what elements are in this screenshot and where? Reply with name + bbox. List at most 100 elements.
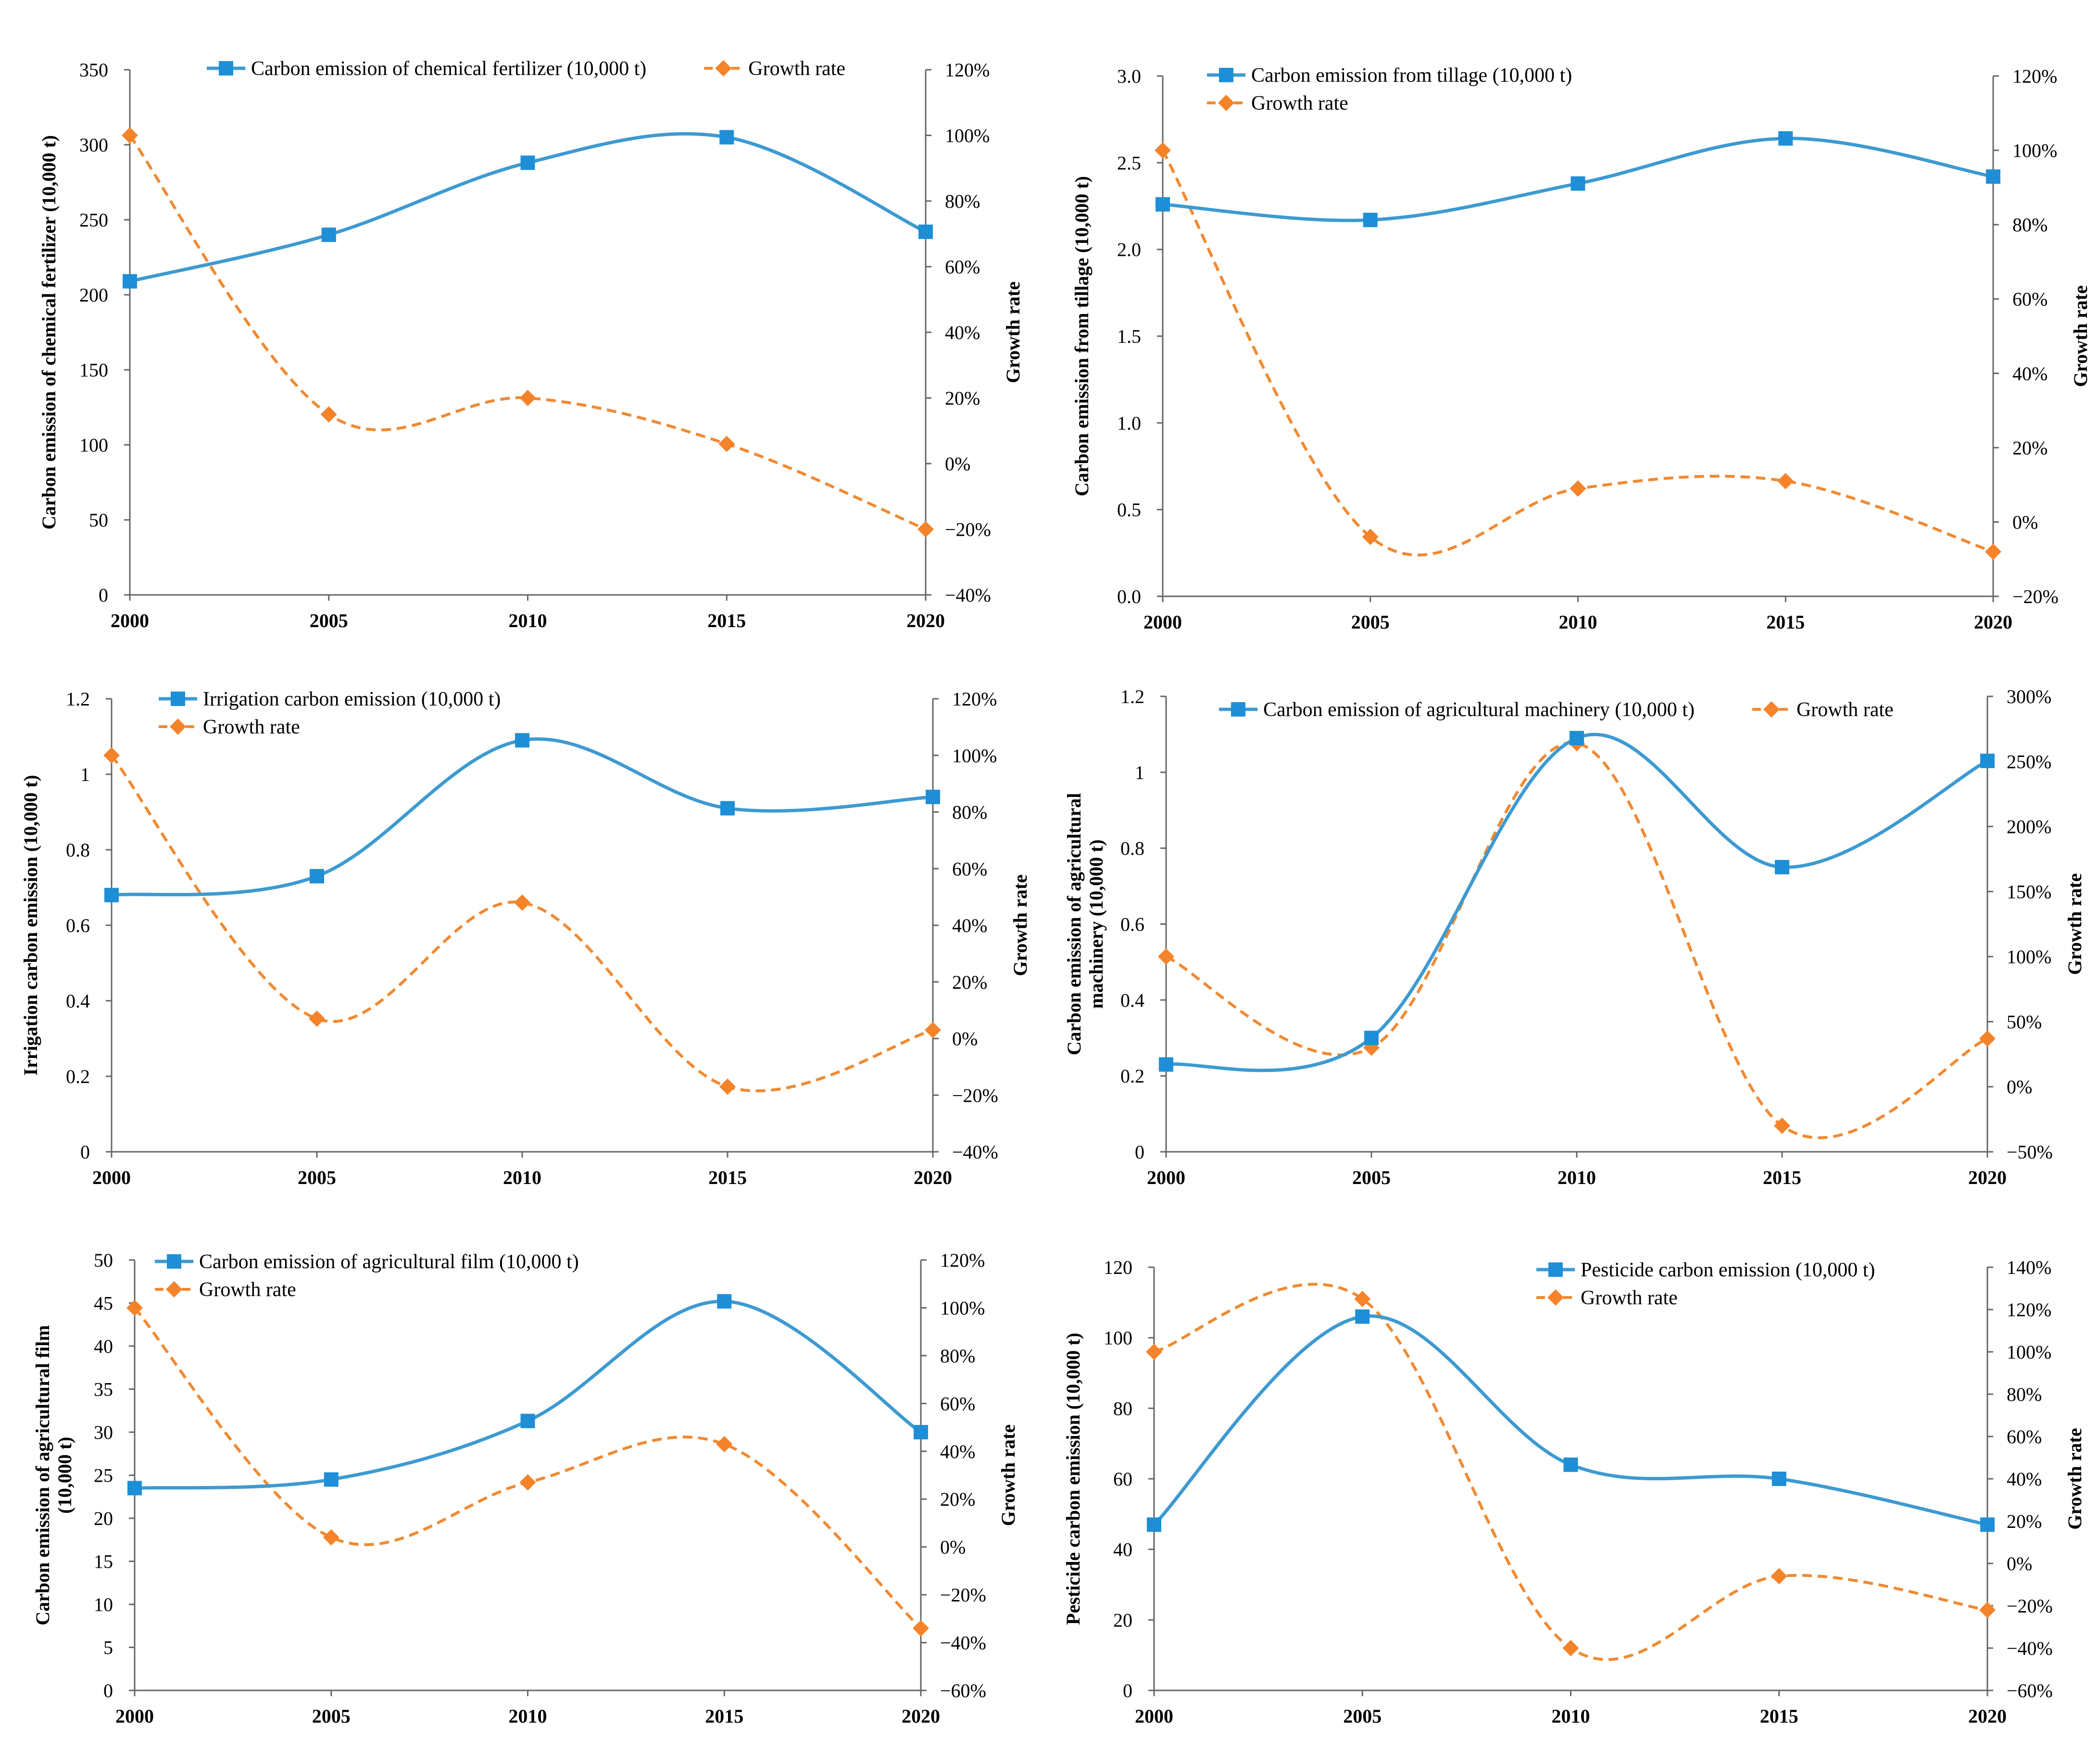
- legend: Carbon emission of chemical fertilizer (…: [207, 58, 845, 80]
- right-tick-label: 300%: [2007, 686, 2051, 707]
- growth-rate-point: [514, 894, 530, 911]
- emission-point: [1570, 731, 1584, 745]
- left-tick-label: 0.6: [66, 915, 90, 936]
- left-tick-label: 40: [1113, 1539, 1132, 1561]
- right-tick-label: 100%: [2012, 140, 2057, 162]
- right-tick-label: 100%: [940, 1297, 985, 1319]
- emission-point: [310, 869, 324, 883]
- growth-rate-point: [718, 436, 735, 453]
- legend-label: Irrigation carbon emission (10,000 t): [203, 688, 501, 710]
- right-tick-label: −20%: [940, 1584, 986, 1606]
- emission-point: [127, 1481, 142, 1496]
- left-tick-label: 1.2: [1120, 686, 1144, 707]
- growth-rate-point: [1362, 529, 1379, 545]
- x-tick-label: 2000: [1147, 1167, 1185, 1188]
- growth-rate-line: [128, 134, 927, 531]
- right-tick-label: 20%: [952, 971, 987, 993]
- right-tick-label: −40%: [940, 1632, 986, 1654]
- legend-item-emission: Irrigation carbon emission (10,000 t): [159, 688, 501, 710]
- growth-rate-point: [925, 1021, 941, 1038]
- right-tick-label: 100%: [2007, 946, 2051, 968]
- emission-point: [1986, 169, 2000, 184]
- growth-rate-point: [320, 406, 337, 423]
- growth-rate-point: [309, 1010, 325, 1027]
- growth-rate-point: [103, 747, 120, 764]
- legend-item-growth: Growth rate: [704, 58, 845, 80]
- legend-item-growth: Growth rate: [1752, 699, 1894, 721]
- right-axis-title: Growth rate: [2064, 1428, 2085, 1529]
- left-tick-label: 40: [94, 1336, 113, 1357]
- right-tick-label: 80%: [2007, 1384, 2042, 1405]
- left-axis-title: Carbon emission of chemical fertilizer (…: [38, 135, 60, 529]
- right-axis-title: Growth rate: [2064, 873, 2085, 975]
- legend-growth-marker: [1218, 95, 1234, 111]
- left-tick-label: 0: [1135, 1141, 1144, 1163]
- right-tick-label: 80%: [952, 802, 987, 823]
- legend-growth-marker: [715, 60, 732, 76]
- left-tick-label: 0.8: [66, 839, 90, 861]
- emission-point: [1778, 131, 1793, 146]
- emission-point: [717, 1294, 732, 1309]
- right-tick-label: 100%: [2007, 1341, 2051, 1363]
- x-tick-label: 2015: [708, 1167, 747, 1188]
- legend-item-growth: Growth rate: [1207, 92, 1348, 114]
- left-tick-label: 20: [94, 1508, 113, 1529]
- x-tick-label: 2015: [707, 610, 746, 631]
- left-tick-label: 1: [80, 764, 90, 785]
- growth-rate-point: [519, 390, 536, 406]
- emission-point: [1147, 1517, 1161, 1532]
- right-tick-label: 0%: [940, 1537, 966, 1558]
- legend-item-emission: Carbon emission of chemical fertilizer (…: [207, 58, 646, 80]
- left-tick-label: 0: [1123, 1680, 1132, 1701]
- emission-point: [123, 274, 137, 289]
- x-tick-label: 2015: [1760, 1705, 1798, 1727]
- legend-label: Pesticide carbon emission (10,000 t): [1581, 1259, 1875, 1281]
- growth-rate-point: [1354, 1291, 1371, 1307]
- emission-point: [1980, 754, 1995, 769]
- left-tick-label: 0.8: [1120, 838, 1144, 859]
- emission-point: [1156, 197, 1170, 212]
- left-tick-label: 2.0: [1117, 239, 1141, 261]
- growth-rate-point: [126, 1299, 143, 1316]
- right-tick-label: 0%: [952, 1028, 978, 1050]
- emission-point: [926, 790, 940, 805]
- x-tick-label: 2020: [906, 610, 945, 631]
- left-tick-label: 50: [94, 1249, 113, 1271]
- left-tick-label: 0.2: [66, 1066, 90, 1087]
- right-tick-label: 0%: [2007, 1553, 2032, 1575]
- right-tick-label: 250%: [2007, 751, 2051, 772]
- left-tick-label: 0: [103, 1680, 113, 1701]
- legend-label: Carbon emission of chemical fertilizer (…: [251, 58, 646, 80]
- right-tick-label: 20%: [2007, 1511, 2042, 1532]
- right-tick-label: 120%: [2007, 1299, 2051, 1321]
- legend-item-emission: Carbon emission from tillage (10,000 t): [1207, 64, 1572, 87]
- growth-rate-point: [1146, 1344, 1162, 1360]
- right-tick-label: −60%: [2007, 1680, 2053, 1701]
- growth-rate-line: [1161, 150, 1994, 557]
- left-tick-label: 80: [1113, 1398, 1132, 1419]
- legend-label: Carbon emission of agricultural machiner…: [1263, 699, 1695, 721]
- right-axis-title: Growth rate: [1009, 874, 1031, 976]
- x-tick-label: 2020: [1968, 1167, 2007, 1188]
- right-tick-label: 60%: [2007, 1426, 2042, 1448]
- emission-point: [1364, 1031, 1379, 1046]
- legend-label: Growth rate: [1581, 1287, 1678, 1309]
- x-tick-label: 2015: [1763, 1167, 1801, 1188]
- emission-point: [520, 155, 535, 170]
- emission-line: [111, 737, 933, 897]
- x-tick-label: 2010: [1559, 611, 1597, 633]
- right-axis-title: Growth rate: [997, 1424, 1019, 1526]
- right-tick-label: 80%: [945, 190, 980, 212]
- left-tick-label: 120: [1104, 1257, 1132, 1278]
- left-tick-label: 1: [1135, 762, 1144, 783]
- left-tick-label: 100: [1104, 1327, 1132, 1349]
- x-tick-label: 2020: [1968, 1705, 2007, 1727]
- left-tick-label: 100: [79, 434, 108, 456]
- right-axis-title: Growth rate: [1002, 281, 1024, 383]
- right-tick-label: 20%: [940, 1488, 975, 1510]
- right-tick-label: −60%: [940, 1680, 986, 1701]
- left-tick-label: 45: [94, 1293, 113, 1314]
- right-tick-label: 120%: [952, 688, 997, 710]
- right-tick-label: 120%: [945, 59, 990, 81]
- left-tick-label: 30: [94, 1422, 113, 1443]
